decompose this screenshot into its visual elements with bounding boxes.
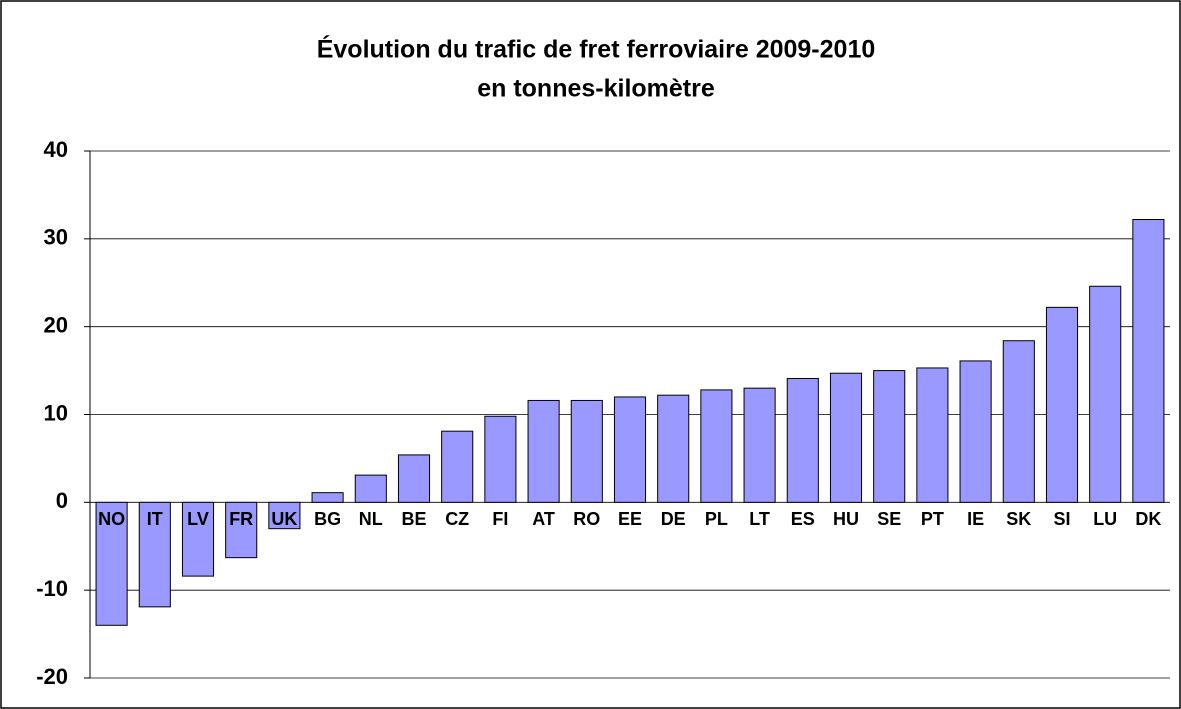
x-tick-label: RO xyxy=(573,509,600,529)
bar xyxy=(484,415,517,503)
bar xyxy=(397,454,431,503)
chart-subtitle: en tonnes-kilomètre xyxy=(477,75,715,103)
x-tick-label: DK xyxy=(1135,509,1161,529)
bar xyxy=(959,360,992,503)
bar xyxy=(786,377,819,503)
bar xyxy=(1089,285,1122,503)
x-tick-label: IT xyxy=(147,509,163,529)
bar xyxy=(1132,219,1165,503)
x-tick-label: SE xyxy=(877,509,901,529)
bar xyxy=(657,394,690,503)
chart-title: Évolution du trafic de fret ferroviaire … xyxy=(317,35,876,64)
x-tick-label: SK xyxy=(1006,509,1031,529)
bar xyxy=(1045,306,1079,503)
bar xyxy=(700,389,733,503)
x-tick-label: LU xyxy=(1093,509,1117,529)
x-tick-label: ES xyxy=(791,509,815,529)
x-tick-label: NL xyxy=(359,509,383,529)
bar xyxy=(181,501,215,577)
bar xyxy=(354,474,387,503)
bar xyxy=(527,399,560,503)
y-tick-label: 0 xyxy=(56,488,68,513)
x-tick-label: LV xyxy=(187,509,209,529)
x-tick-label: FR xyxy=(229,509,253,529)
x-tick-label: DE xyxy=(661,509,686,529)
x-tick-label: IE xyxy=(967,509,984,529)
y-tick-label: 20 xyxy=(44,312,68,337)
x-tick-label: FI xyxy=(492,509,508,529)
bar xyxy=(268,501,301,530)
x-tick-label: PT xyxy=(921,509,944,529)
y-tick-label: -20 xyxy=(36,664,68,689)
bar xyxy=(95,501,128,626)
x-tick-label: SI xyxy=(1053,509,1070,529)
y-tick-label: 30 xyxy=(44,225,68,250)
x-tick-label: CZ xyxy=(445,509,469,529)
x-tick-label: UK xyxy=(271,509,297,529)
bar xyxy=(225,501,258,559)
bar xyxy=(138,501,171,608)
x-tick-label: BG xyxy=(314,509,341,529)
x-tick-label: LT xyxy=(749,509,770,529)
bar xyxy=(613,396,647,503)
x-tick-label: AT xyxy=(532,509,555,529)
bar xyxy=(441,430,474,503)
x-tick-label: BE xyxy=(401,509,426,529)
bar xyxy=(743,387,776,503)
bar xyxy=(829,372,863,503)
y-tick-label: 40 xyxy=(44,137,68,162)
x-tick-label: PL xyxy=(705,509,728,529)
bar xyxy=(311,492,344,503)
x-tick-label: NO xyxy=(98,509,125,529)
bar xyxy=(1002,340,1035,503)
x-tick-label: EE xyxy=(618,509,642,529)
x-tick-label: HU xyxy=(833,509,859,529)
bar xyxy=(570,399,603,503)
y-tick-label: -10 xyxy=(36,576,68,601)
bar xyxy=(916,367,949,503)
y-tick-label: 10 xyxy=(44,400,68,425)
bar xyxy=(873,370,906,503)
